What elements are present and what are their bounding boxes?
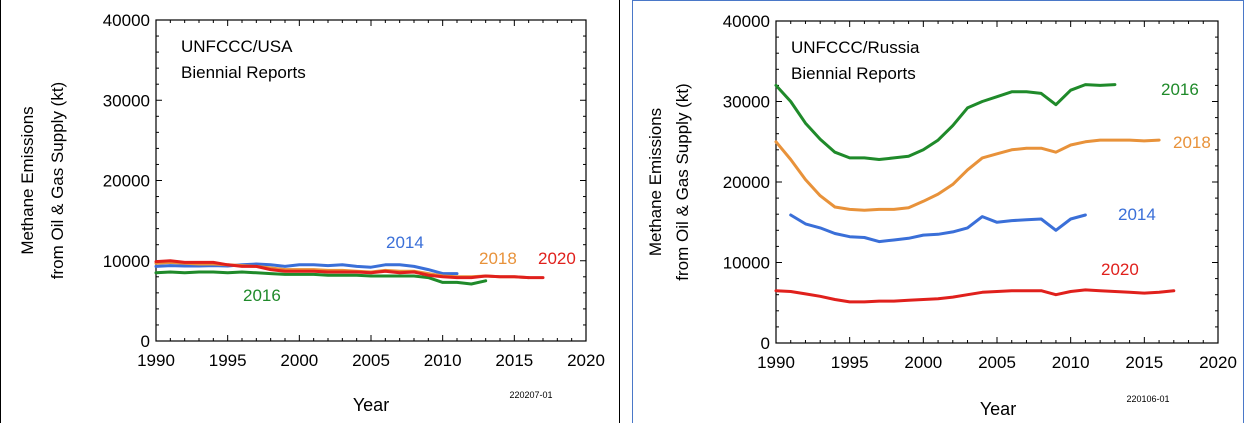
x-axis-label: Year [353, 395, 389, 415]
figure-code: 220207-01 [509, 390, 552, 400]
x-tick-label: 2005 [352, 351, 390, 370]
usa-chart: 0 10000 20000 30000 40000 1990 1995 2000 2005 201… [18, 11, 605, 415]
x-tick-label: 2020 [1199, 353, 1237, 372]
y-tick-label: 20000 [723, 173, 770, 192]
x-tick-label: 1995 [831, 353, 869, 372]
x-tick-label: 2000 [904, 353, 942, 372]
russia-chart: 0 10000 20000 30000 40000 1990 1995 2000 2005 201… [646, 12, 1237, 419]
series-label-2016: 2016 [1161, 80, 1199, 99]
x-tick-label: 2005 [978, 353, 1016, 372]
x-tick-label: 2020 [567, 351, 605, 370]
chart-subtitle: Biennial Reports [791, 64, 916, 83]
y-axis-label: from Oil & Gas Supply (kt) [673, 83, 692, 280]
y-tick-label: 10000 [723, 254, 770, 273]
x-tick-label: 2015 [495, 351, 533, 370]
series-label-2020: 2020 [1101, 260, 1139, 279]
chart-title: UNFCCC/Russia [791, 38, 920, 57]
y-tick-label: 40000 [103, 11, 150, 30]
x-tick-label: 1990 [137, 351, 175, 370]
chart-subtitle: Biennial Reports [181, 63, 306, 82]
x-tick-label: 1995 [209, 351, 247, 370]
y-axis-label: Methane Emissions [646, 108, 665, 256]
y-tick-label: 40000 [723, 12, 770, 31]
y-tick-label: 20000 [103, 172, 150, 191]
series-label-2014: 2014 [386, 233, 424, 252]
series-line-2016 [154, 270, 488, 286]
series-label-2018: 2018 [1173, 133, 1211, 152]
x-tick-label: 1990 [757, 353, 795, 372]
y-tick-label: 0 [761, 334, 770, 353]
series-label-2016: 2016 [243, 286, 281, 305]
series-label-2020: 2020 [538, 249, 576, 268]
x-tick-label: 2015 [1125, 353, 1163, 372]
figure-code: 220106-01 [1126, 394, 1169, 404]
y-tick-label: 30000 [103, 91, 150, 110]
series-line-2014 [789, 213, 1087, 244]
series-line-2020 [154, 259, 545, 280]
y-axis-label: Methane Emissions [18, 106, 37, 254]
series-line-2014 [154, 262, 459, 276]
series-line-2018 [774, 138, 1161, 212]
usa-chart-panel: 0 10000 20000 30000 40000 1990 1995 2000 2005 201… [0, 0, 620, 423]
series-label-2018: 2018 [479, 249, 517, 268]
y-axis-label: from Oil & Gas Supply (kt) [48, 82, 67, 279]
x-axis-label: Year [980, 399, 1016, 419]
series-line-2020 [774, 288, 1176, 304]
chart-title: UNFCCC/USA [181, 37, 293, 56]
y-tick-label: 30000 [723, 93, 770, 112]
x-tick-label: 2010 [424, 351, 462, 370]
x-tick-label: 2010 [1052, 353, 1090, 372]
y-tick-label: 0 [141, 332, 150, 351]
series-label-2014: 2014 [1118, 205, 1156, 224]
russia-chart-panel: 0 10000 20000 30000 40000 1990 1995 2000 2005 201… [632, 0, 1244, 423]
y-tick-label: 10000 [103, 252, 150, 271]
series-line-2016 [774, 83, 1117, 161]
x-tick-label: 2000 [280, 351, 318, 370]
